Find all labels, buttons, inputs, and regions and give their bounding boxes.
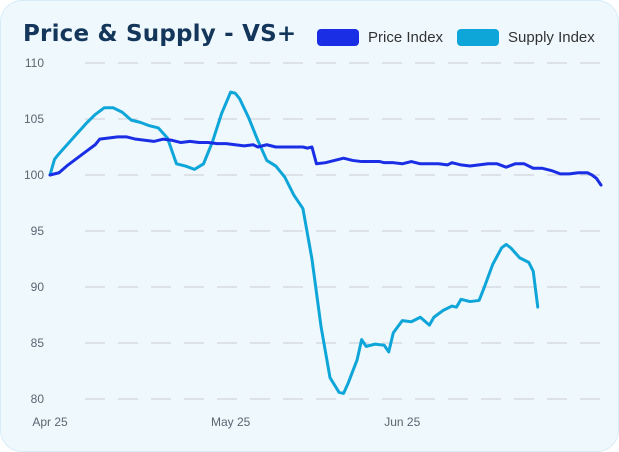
legend-swatch-price	[317, 29, 359, 46]
y-tick-label: 85	[31, 336, 45, 350]
y-tick-label: 80	[31, 392, 45, 406]
x-tick-label: Apr 25	[32, 415, 68, 429]
legend-item-supply[interactable]: Supply Index	[457, 29, 595, 46]
y-tick-label: 95	[31, 224, 45, 238]
y-tick-label: 105	[24, 112, 44, 126]
chart-legend: Price Index Supply Index	[317, 29, 609, 46]
supply-index-line[interactable]	[48, 90, 540, 395]
y-tick-label: 100	[24, 168, 44, 182]
legend-swatch-supply	[457, 29, 500, 46]
y-tick-label: 90	[31, 280, 45, 294]
grid-lines	[85, 62, 605, 400]
legend-label-supply: Supply Index	[508, 29, 595, 46]
y-axis-ticks: 110 105 100 95 90 85 80	[24, 56, 44, 406]
chart-title: Price & Supply - VS+	[23, 21, 297, 47]
legend-item-price[interactable]: Price Index	[317, 29, 443, 46]
series-lines	[48, 90, 603, 395]
x-axis-ticks: Apr 25 May 25 Jun 25	[32, 415, 420, 429]
price-index-line[interactable]	[48, 135, 603, 187]
x-tick-label: Jun 25	[384, 415, 420, 429]
y-tick-label: 110	[25, 56, 44, 70]
legend-label-price: Price Index	[368, 29, 444, 46]
x-tick-label: May 25	[211, 415, 251, 429]
